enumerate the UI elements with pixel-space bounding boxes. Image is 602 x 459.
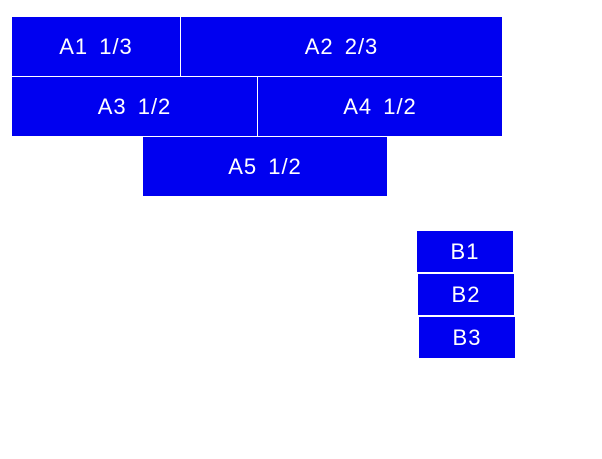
- box-b2: B2: [418, 274, 514, 315]
- box-a5: A5 1/2: [143, 137, 387, 196]
- box-b3: B3: [419, 317, 515, 358]
- box-a3: A3 1/2: [12, 77, 257, 136]
- box-b1: B1: [417, 231, 513, 272]
- box-a2: A2 2/3: [181, 17, 502, 76]
- box-a4: A4 1/2: [258, 77, 502, 136]
- box-a1: A1 1/3: [12, 17, 180, 76]
